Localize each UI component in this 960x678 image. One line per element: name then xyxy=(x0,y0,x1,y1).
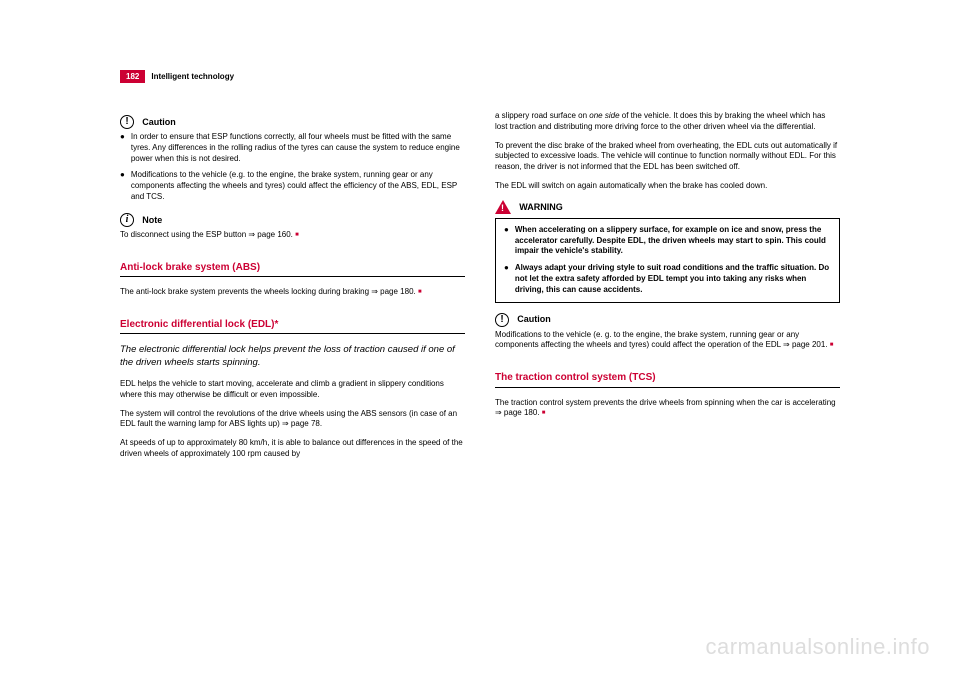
caution-label: Caution xyxy=(142,117,176,127)
bullet-icon: ● xyxy=(120,132,125,164)
note-heading: i Note xyxy=(120,213,465,227)
bullet-text: Modifications to the vehicle (e.g. to th… xyxy=(131,170,465,202)
bullet-icon: ● xyxy=(120,170,125,202)
header-title: Intelligent technology xyxy=(151,72,234,81)
section-end-icon: ■ xyxy=(295,232,299,238)
warning-box: ● When accelerating on a slippery surfac… xyxy=(495,218,840,303)
manual-page: 182 Intelligent technology ! Caution ● I… xyxy=(120,70,840,468)
tcs-text: The traction control system prevents the… xyxy=(495,398,840,420)
right-column: a slippery road surface on one side of t… xyxy=(495,111,840,468)
right-p1: a slippery road surface on one side of t… xyxy=(495,111,840,133)
page-header: 182 Intelligent technology xyxy=(120,70,840,83)
abs-text: The anti-lock brake system prevents the … xyxy=(120,287,465,298)
bullet-icon: ● xyxy=(504,225,509,257)
note-label: Note xyxy=(142,215,162,225)
page-number: 182 xyxy=(120,70,145,83)
note-text: To disconnect using the ESP button ⇒ pag… xyxy=(120,230,465,241)
bullet-text: In order to ensure that ESP functions co… xyxy=(131,132,465,164)
section-end-icon: ■ xyxy=(542,410,546,416)
section-rule xyxy=(120,276,465,277)
bullet-item: ● Modifications to the vehicle (e.g. to … xyxy=(120,170,465,202)
right-p2: To prevent the disc brake of the braked … xyxy=(495,141,840,173)
edl-intro: The electronic differential lock helps p… xyxy=(120,344,465,369)
section-rule xyxy=(495,387,840,388)
bullet-item: ● Always adapt your driving style to sui… xyxy=(504,263,831,295)
caution-icon: ! xyxy=(495,313,509,327)
bullet-item: ● In order to ensure that ESP functions … xyxy=(120,132,465,164)
edl-p1: EDL helps the vehicle to start moving, a… xyxy=(120,379,465,401)
bullet-text: Always adapt your driving style to suit … xyxy=(515,263,831,295)
caution-heading: ! Caution xyxy=(495,313,840,327)
section-rule xyxy=(120,333,465,334)
info-icon: i xyxy=(120,213,134,227)
section-title-abs: Anti-lock brake system (ABS) xyxy=(120,261,465,275)
right-p3: The EDL will switch on again automatical… xyxy=(495,181,840,192)
left-column: ! Caution ● In order to ensure that ESP … xyxy=(120,111,465,468)
caution-icon: ! xyxy=(120,115,134,129)
watermark: carmanualsonline.info xyxy=(705,634,930,660)
edl-p3: At speeds of up to approximately 80 km/h… xyxy=(120,438,465,460)
caution-text: Modifications to the vehicle (e. g. to t… xyxy=(495,330,840,352)
section-end-icon: ■ xyxy=(418,289,422,295)
bullet-icon: ● xyxy=(504,263,509,295)
section-title-tcs: The traction control system (TCS) xyxy=(495,371,840,385)
edl-p2: The system will control the revolutions … xyxy=(120,409,465,431)
warning-icon xyxy=(495,200,511,214)
content-columns: ! Caution ● In order to ensure that ESP … xyxy=(120,111,840,468)
section-title-edl: Electronic differential lock (EDL)* xyxy=(120,318,465,332)
caution-heading: ! Caution xyxy=(120,115,465,129)
bullet-text: When accelerating on a slippery surface,… xyxy=(515,225,831,257)
section-end-icon: ■ xyxy=(830,342,834,348)
bullet-item: ● When accelerating on a slippery surfac… xyxy=(504,225,831,257)
warning-heading: WARNING xyxy=(495,200,840,214)
warning-label: WARNING xyxy=(519,202,563,212)
caution-label: Caution xyxy=(517,314,551,324)
